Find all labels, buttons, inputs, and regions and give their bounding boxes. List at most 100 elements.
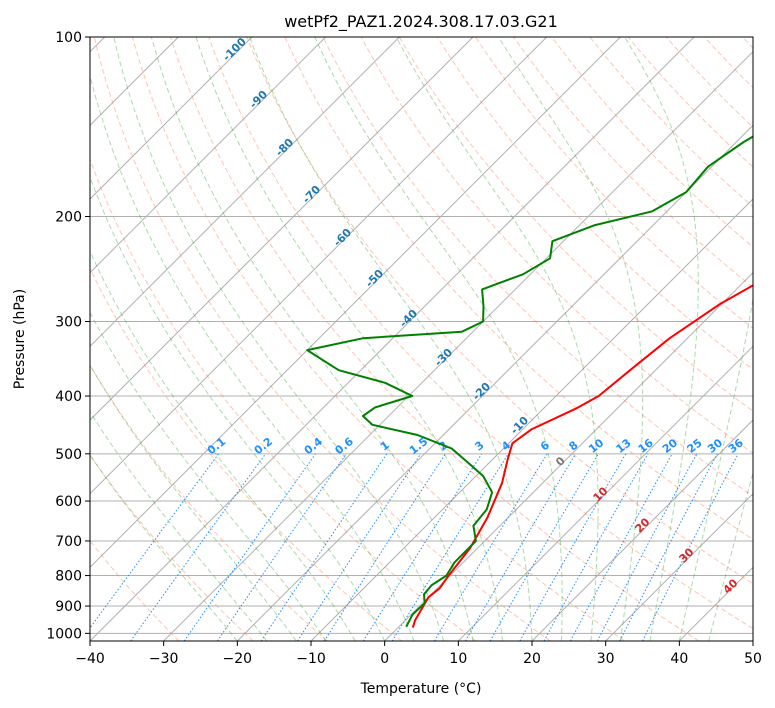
mixing-ratio-line: [642, 453, 739, 641]
moist-adiabat-label: 40: [721, 576, 741, 596]
dry-adiabat-line: [475, 37, 753, 329]
isotherm-line: [90, 37, 548, 495]
y-tick-label: 900: [55, 599, 82, 615]
y-tick-label: 800: [55, 569, 82, 585]
isotherm-line: [605, 492, 753, 641]
mixing-ratio-label: 8: [567, 439, 581, 454]
dry-adiabat-line: [513, 37, 753, 289]
dry-adiabat-line: [90, 454, 254, 641]
moist-adiabat-line: [195, 37, 503, 641]
dry-adiabat-line: [322, 37, 753, 497]
moist-adiabat-label: 0: [553, 454, 568, 469]
mixing-ratio-line: [323, 453, 446, 641]
mixing-ratio-line: [297, 453, 422, 641]
moist-adiabat-line: [90, 364, 297, 641]
mixing-ratio-label: 20: [660, 436, 680, 456]
dry-adiabat-line: [131, 37, 625, 641]
chart-title: wetPf2_PAZ1.2024.308.17.03.G21: [284, 12, 558, 32]
mixing-ratio-line: [183, 453, 316, 641]
isotherm-line: [752, 640, 753, 641]
mixing-ratio-label: 6: [538, 438, 552, 453]
dry-adiabat-line: [627, 37, 753, 168]
x-tick-label: 50: [744, 651, 762, 667]
x-tick-label: 30: [597, 651, 615, 667]
plot-frame: [89, 36, 754, 642]
dry-adiabat-line: [703, 37, 753, 89]
x-tick-label: 40: [670, 651, 688, 667]
dry-adiabat-line: [284, 37, 753, 541]
x-axis: −40 −30 −20 −10 0 10 20 30 40 50: [75, 641, 762, 667]
mixing-ratio-line: [519, 453, 627, 641]
moist-adiabat-line: [113, 37, 445, 641]
moist-adiabat-line: [90, 311, 327, 641]
mixing-ratio-line: [216, 453, 347, 641]
mixing-ratio-line: [260, 453, 388, 641]
dry-adiabat-label: -30: [432, 346, 455, 369]
mixing-ratio-label: 25: [685, 436, 705, 456]
dry-adiabat-label: -10: [508, 414, 531, 437]
y-tick-label: 1000: [46, 626, 82, 642]
dry-adiabat-label: -70: [300, 183, 323, 206]
mixing-ratio-line: [569, 453, 673, 641]
y-tick-label: 100: [55, 30, 82, 46]
x-tick-label: 20: [523, 651, 541, 667]
y-tick-label: 600: [55, 494, 82, 510]
moist-adiabat-line: [678, 296, 753, 641]
moist-adiabat-line: [708, 470, 753, 641]
moist-adiabat-line: [90, 411, 268, 641]
background-lines: [90, 37, 753, 641]
isotherm-line: [90, 37, 253, 200]
dry-adiabat-line: [90, 364, 328, 641]
dry-adiabat-line: [360, 37, 753, 454]
x-tick-label: −40: [75, 651, 105, 667]
moist-adiabat-line: [90, 175, 386, 641]
isotherm-line: [678, 566, 753, 641]
moist-adiabat-line: [90, 454, 238, 641]
moist-adiabat-line: [497, 37, 644, 641]
mixing-ratio-label: 16: [636, 436, 656, 456]
dry-adiabat-label: -100: [220, 35, 249, 64]
dry-adiabat-line: [246, 37, 753, 585]
isotherm-line: [90, 37, 400, 348]
mixing-ratio-line: [130, 453, 267, 641]
y-tick-label: 700: [55, 534, 82, 550]
dry-adiabat-label: -40: [397, 307, 420, 330]
profile-series: [306, 135, 753, 628]
x-tick-label: 0: [380, 651, 389, 667]
moist-adiabat-line: [395, 37, 599, 641]
moist-adiabat-line: [314, 37, 563, 641]
moist-adiabat-line: [90, 73, 415, 641]
mixing-ratio-line: [543, 453, 649, 641]
isotherm-line: [384, 271, 753, 641]
mixing-ratio-line: [596, 453, 698, 641]
isotherm-line: [531, 419, 753, 641]
mixing-ratio-label: 13: [614, 436, 634, 456]
isotherm-line: [90, 37, 327, 274]
isotherm-line: [457, 345, 753, 641]
mixing-ratio-label: 3: [473, 439, 487, 454]
dry-adiabat-label: -60: [331, 226, 354, 249]
y-tick-label: 500: [55, 447, 82, 463]
dry-adiabat-line: [93, 37, 551, 641]
dry-adiabat-line: [208, 37, 753, 630]
mixing-ratio-line: [433, 453, 548, 641]
x-tick-label: −30: [149, 651, 179, 667]
isotherm-line: [90, 37, 621, 569]
isotherm-line: [310, 198, 753, 641]
dry-adiabat-line: [742, 37, 753, 49]
dry-adiabat-label: -90: [247, 88, 270, 111]
moist-adiabat-line: [249, 37, 533, 641]
mixing-ratio-line: [362, 453, 483, 641]
isotherm-line: [163, 50, 753, 641]
isotherm-line: [236, 124, 753, 641]
dry-adiabat-line: [398, 37, 753, 412]
mixing-ratio-label: 36: [726, 436, 746, 456]
x-tick-label: −10: [296, 651, 326, 667]
dewpoint-profile-line: [306, 135, 753, 628]
dry-adiabat-label: -50: [363, 267, 386, 290]
dry-adiabat-label: -80: [273, 136, 296, 159]
mixing-ratio-line: [489, 453, 599, 641]
mixing-ratio-label: 30: [705, 436, 725, 456]
moist-adiabat-line: [90, 250, 356, 641]
